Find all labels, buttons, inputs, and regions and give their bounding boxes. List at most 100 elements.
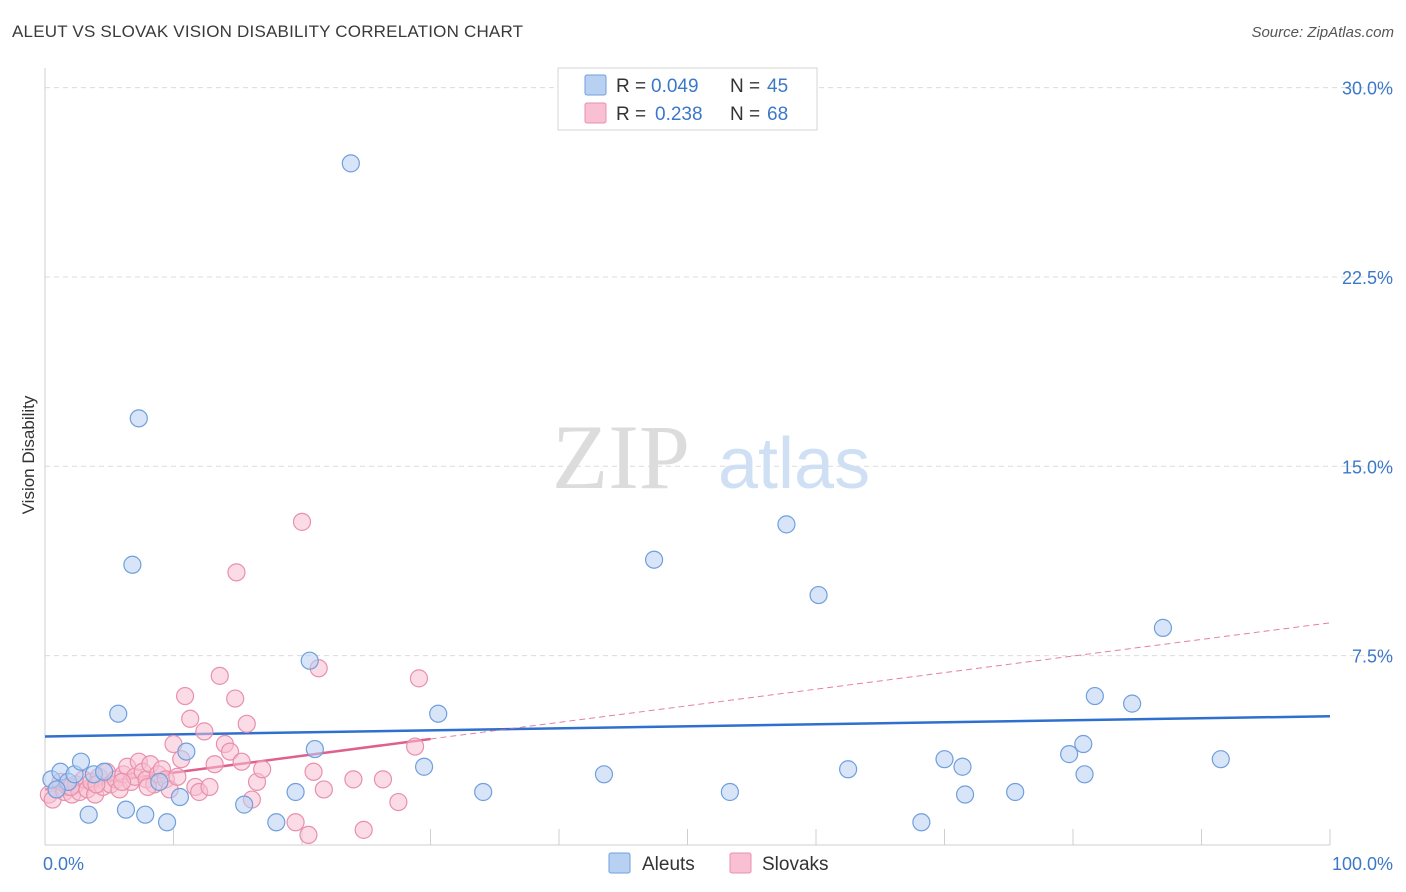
grid-layer xyxy=(45,87,1395,657)
slovak-point xyxy=(292,512,312,531)
aleut-point xyxy=(170,787,190,807)
aleut-point xyxy=(79,805,98,824)
aleut-point xyxy=(1153,618,1173,637)
aleut-point xyxy=(809,585,828,605)
aleut-point xyxy=(720,782,740,802)
y-tick-label: 15.0% xyxy=(1342,457,1393,477)
legend-n-value-slovaks: 68 xyxy=(767,104,788,125)
legend-r-label-aleuts: R = xyxy=(616,76,646,97)
slovak-point xyxy=(286,813,305,832)
aleut-point xyxy=(47,780,66,799)
aleut-point xyxy=(95,762,114,781)
aleut-point xyxy=(1060,745,1079,764)
aleut-point xyxy=(414,757,434,776)
slovak-point xyxy=(304,762,323,781)
aleut-point xyxy=(235,795,254,814)
legend-r-label-slovaks: R = xyxy=(616,104,646,125)
y-axis-label: Vision Disability xyxy=(19,395,38,514)
aleut-point xyxy=(1085,686,1104,706)
legend-n-value-aleuts: 45 xyxy=(767,76,788,97)
aleut-point xyxy=(474,782,493,802)
aleut-point xyxy=(1074,734,1093,754)
series-legend: Aleuts Slovaks xyxy=(608,852,829,875)
watermark: ZIP atlas xyxy=(552,406,870,508)
aleut-point xyxy=(109,704,128,723)
slovak-point xyxy=(314,780,333,799)
axes-layer xyxy=(44,68,1331,846)
legend-r-value-slovaks: 0.238 xyxy=(655,104,703,125)
y-tick-label: 22.5% xyxy=(1342,268,1393,288)
slovak-point xyxy=(200,777,219,797)
slovak-point xyxy=(195,722,214,741)
legend-swatch-slovaks xyxy=(584,102,607,124)
slovak-point xyxy=(405,737,425,756)
points-layer xyxy=(39,154,1230,845)
chart-source: Source: ZipAtlas.com xyxy=(1251,24,1394,41)
aleut-point xyxy=(267,813,286,832)
aleut-point xyxy=(1211,750,1230,769)
aleut-point xyxy=(953,757,972,776)
legend-n-label-aleuts: N = xyxy=(730,76,760,97)
slovak-point xyxy=(210,666,229,685)
aleut-point xyxy=(305,739,324,759)
aleut-point xyxy=(157,813,177,832)
aleut-point xyxy=(429,704,448,723)
x-tick-label: 0.0% xyxy=(43,854,84,874)
slovak-point xyxy=(175,686,195,706)
y-tick-label: 7.5% xyxy=(1352,647,1393,667)
aleut-point xyxy=(594,765,614,784)
slovak-point xyxy=(389,792,408,812)
legend-n-label-slovaks: N = xyxy=(730,104,760,125)
slovak-point xyxy=(232,752,251,771)
aleut-point xyxy=(71,752,91,771)
aleut-point xyxy=(177,742,196,761)
slovak-point xyxy=(181,709,200,728)
y-tick-label: 30.0% xyxy=(1342,79,1393,99)
aleut-point xyxy=(839,760,858,779)
aleut-point xyxy=(129,409,148,428)
aleut-point xyxy=(300,651,319,670)
labels-layer: 7.5% 15.0% 22.5% 30.0% 0.0% 100.0% xyxy=(43,79,1393,874)
slovak-point xyxy=(237,714,256,733)
chart-title: ALEUT VS SLOVAK VISION DISABILITY CORREL… xyxy=(12,22,524,41)
aleut-point xyxy=(116,800,136,819)
aleut-point xyxy=(644,550,664,569)
watermark-atlas: atlas xyxy=(718,424,870,504)
aleut-point xyxy=(935,750,954,769)
slovak-point xyxy=(299,825,318,845)
aleut-point xyxy=(912,813,931,832)
watermark-zip: ZIP xyxy=(552,406,690,508)
legend-swatch-aleuts xyxy=(584,74,607,96)
series-legend-label-slovaks: Slovaks xyxy=(762,854,829,875)
slovak-point xyxy=(112,772,132,791)
aleut-point xyxy=(123,555,142,574)
slovak-point xyxy=(226,689,245,708)
slovak-point xyxy=(354,820,373,839)
slovak-point xyxy=(344,770,363,789)
aleut-point xyxy=(1006,782,1025,802)
slovak-point xyxy=(253,760,272,779)
series-legend-swatch-slovaks xyxy=(729,852,752,874)
aleut-point xyxy=(1075,765,1094,784)
slovak-point xyxy=(373,770,393,789)
slovak-point xyxy=(409,669,429,688)
aleut-point xyxy=(777,515,796,534)
series-legend-swatch-aleuts xyxy=(608,852,631,874)
correlation-legend: R = 0.049 N = 45 R = 0.238 N = 68 xyxy=(557,67,818,131)
series-legend-label-aleuts: Aleuts xyxy=(642,854,695,875)
slovak-trend-extension xyxy=(430,622,1331,740)
aleut-point xyxy=(1123,694,1142,713)
aleut-point xyxy=(136,805,155,824)
slovak-point xyxy=(220,742,240,761)
aleut-point xyxy=(150,772,169,791)
slovak-point xyxy=(227,563,246,582)
legend-r-value-aleuts: 0.049 xyxy=(651,76,699,97)
slovak-point xyxy=(168,767,187,786)
aleut-point xyxy=(286,782,305,802)
aleut-point xyxy=(955,785,975,804)
aleut-trend-line xyxy=(44,714,1331,738)
x-tick-label: 100.0% xyxy=(1332,854,1393,874)
aleut-point xyxy=(341,154,360,173)
slovak-point xyxy=(205,755,224,774)
